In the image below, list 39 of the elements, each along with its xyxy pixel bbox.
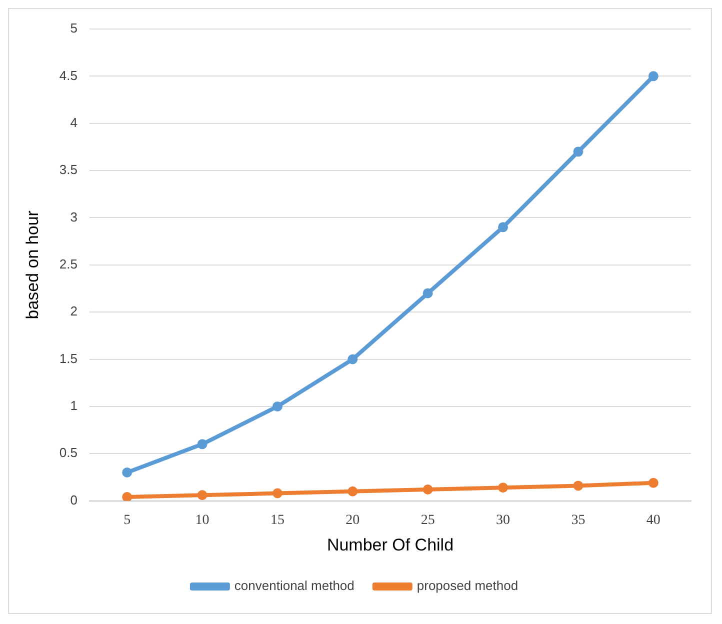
- point: [648, 478, 658, 488]
- point: [573, 146, 584, 157]
- x-tick-label: 15: [270, 512, 284, 528]
- y-tick-label: 0: [70, 492, 78, 508]
- x-tick-label: 35: [571, 512, 586, 528]
- x-tick-label: 5: [124, 512, 131, 528]
- y-tick-label: 1.5: [59, 350, 78, 366]
- y-tick-label: 4.5: [59, 68, 78, 83]
- y-tick-label: 3.5: [59, 162, 78, 178]
- point: [422, 288, 433, 298]
- x-tick-label: 30: [496, 512, 510, 528]
- point: [197, 439, 208, 450]
- point: [648, 71, 658, 82]
- y-axis-title: based on hour: [22, 210, 42, 320]
- point: [122, 492, 132, 501]
- y-tick-label: 3: [70, 209, 78, 224]
- x-tick-label: 25: [420, 512, 435, 528]
- point: [348, 486, 358, 496]
- legend-label: proposed method: [416, 578, 518, 594]
- point: [348, 354, 358, 364]
- point: [197, 490, 208, 500]
- point: [498, 482, 508, 493]
- point: [573, 480, 584, 491]
- y-tick-label: 0.5: [59, 445, 78, 460]
- y-tick-label: 2: [70, 304, 78, 319]
- point: [272, 401, 282, 412]
- point: [498, 222, 508, 232]
- point: [122, 467, 132, 478]
- x-tick-label: 20: [346, 512, 360, 528]
- y-tick-label: 2.5: [59, 256, 78, 272]
- point: [272, 488, 282, 498]
- x-tick-label: 10: [195, 512, 210, 528]
- legend-label: conventional method: [234, 578, 354, 594]
- point: [422, 484, 433, 494]
- y-tick-label: 4: [70, 114, 78, 130]
- y-tick-label: 5: [70, 20, 78, 36]
- x-axis-title: Number Of Child: [326, 535, 454, 554]
- y-tick-label: 1: [70, 398, 78, 414]
- x-tick-label: 40: [646, 512, 660, 528]
